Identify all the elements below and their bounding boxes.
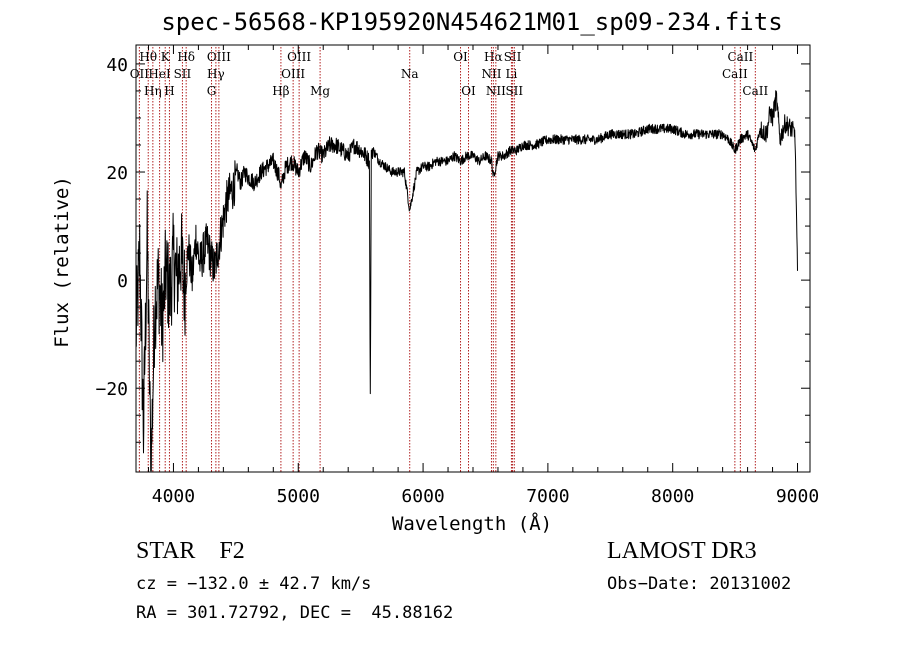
line-marker-label: NII bbox=[486, 84, 506, 98]
flux-series bbox=[135, 90, 798, 472]
line-marker-label: OIII bbox=[207, 50, 231, 64]
x-tick-label: 8000 bbox=[651, 486, 694, 507]
line-marker-label: SII bbox=[505, 84, 523, 98]
obs-date-line: Obs−Date: 20131002 bbox=[607, 574, 792, 594]
x-axis-label: Wavelength (Å) bbox=[392, 512, 552, 535]
x-tick-label: 4000 bbox=[152, 486, 195, 507]
line-marker-label: K bbox=[161, 50, 171, 64]
line-marker-label: CaII bbox=[742, 84, 768, 98]
line-marker-label: Hγ bbox=[207, 67, 225, 81]
line-marker-label: H bbox=[164, 84, 174, 98]
redshift-line: cz = −132.0 ± 42.7 km/s bbox=[136, 574, 372, 594]
line-marker-label: Li bbox=[506, 67, 518, 81]
line-marker-label: CaII bbox=[727, 50, 753, 64]
x-tick-label: 5000 bbox=[277, 486, 320, 507]
y-axis-label: Flux (relative) bbox=[51, 176, 73, 348]
axes-frame bbox=[135, 44, 811, 473]
emission-line-markers: OIIHθHηHeIKHSIIHδGOIIIHγHβOIIIOIIIMgNaOI… bbox=[130, 47, 768, 472]
x-tick-label: 9000 bbox=[776, 486, 819, 507]
line-marker-label: OI bbox=[461, 84, 476, 98]
line-marker-label: Hη bbox=[144, 84, 162, 98]
y-tick-label: 40 bbox=[106, 55, 128, 76]
y-tick-label: −20 bbox=[95, 379, 128, 400]
y-tick-label: 20 bbox=[106, 163, 128, 184]
line-marker-label: SII bbox=[174, 67, 192, 81]
line-marker-label: OII bbox=[130, 67, 150, 81]
x-tick-label: 6000 bbox=[401, 486, 444, 507]
line-marker-label: SII bbox=[504, 50, 522, 64]
line-marker-label: Hδ bbox=[177, 50, 195, 64]
line-marker-label: Hβ bbox=[272, 84, 289, 98]
line-marker-label: Mg bbox=[310, 84, 330, 98]
y-tick-label: 0 bbox=[117, 271, 128, 292]
coordinates-line: RA = 301.72792, DEC = 45.88162 bbox=[136, 603, 454, 623]
line-marker-label: HeI bbox=[148, 67, 171, 81]
line-marker-label: NII bbox=[481, 67, 501, 81]
line-marker-label: Hθ bbox=[139, 50, 157, 64]
axis-ticks bbox=[136, 45, 810, 472]
object-class-line: STAR F2 bbox=[136, 538, 245, 564]
line-marker-label: OIII bbox=[281, 67, 305, 81]
line-marker-label: Na bbox=[401, 67, 419, 81]
line-marker-label: OIII bbox=[287, 50, 311, 64]
x-tick-label: 7000 bbox=[526, 486, 569, 507]
axis-labels: 4000 5000 6000 7000 8000 9000 −20 0 20 40 bbox=[95, 55, 819, 507]
chart-title: spec-56568-KP195920N454621M01_sp09-234.f… bbox=[161, 8, 783, 36]
line-marker-label: OI bbox=[453, 50, 468, 64]
line-marker-label: Hα bbox=[484, 50, 503, 64]
line-marker-label: CaII bbox=[722, 67, 748, 81]
flux-line bbox=[135, 90, 798, 472]
plot-frame bbox=[135, 44, 811, 473]
line-marker-label: G bbox=[207, 84, 217, 98]
survey-name: LAMOST DR3 bbox=[607, 538, 757, 564]
